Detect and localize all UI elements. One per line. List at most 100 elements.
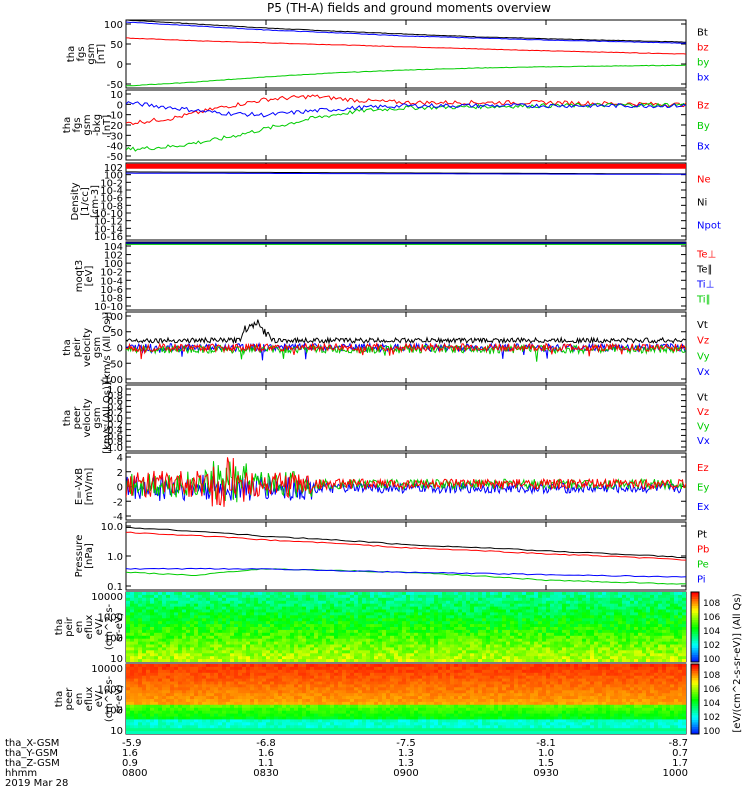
plot-title: P5 (TH-A) fields and ground moments over…: [267, 1, 551, 15]
heat-cell: [234, 659, 239, 662]
heat-cell: [306, 597, 311, 602]
heat-cell: [282, 725, 287, 729]
heat-cell: [126, 632, 131, 637]
heat-cell: [578, 597, 583, 602]
heat-cell: [230, 638, 235, 643]
heat-cell: [426, 656, 431, 660]
heat-cell: [374, 653, 379, 657]
heat-cell: [542, 606, 547, 611]
heat-cell: [174, 672, 179, 677]
heat-cell: [250, 659, 255, 662]
heat-cell: [358, 659, 363, 662]
heat-cell: [138, 647, 143, 651]
heat-cell: [302, 618, 307, 622]
heat-cell: [558, 647, 563, 651]
heat-cell: [438, 659, 443, 662]
heat-cell: [238, 719, 243, 723]
heat-cell: [182, 624, 187, 628]
heat-cell: [390, 594, 395, 599]
heat-cell: [678, 618, 683, 622]
heat-cell: [226, 600, 231, 605]
heat-cell: [666, 653, 671, 657]
heat-cell: [454, 609, 459, 613]
heat-cell: [398, 650, 403, 654]
heat-cell: [526, 638, 531, 643]
heat-cell: [674, 603, 679, 608]
heat-cell: [366, 615, 371, 619]
heat-cell: [294, 612, 299, 616]
heat-cell: [666, 641, 671, 646]
heat-cell: [306, 653, 311, 657]
heat-cell: [542, 621, 547, 625]
heat-cell: [130, 725, 135, 729]
heat-cell: [150, 725, 155, 729]
heat-cell: [322, 725, 327, 729]
heat-cell: [670, 629, 675, 634]
heat-cell: [634, 624, 639, 628]
heat-cell: [650, 606, 655, 611]
heat-cell: [234, 638, 239, 643]
heat-cell: [354, 650, 359, 654]
heat-cell: [334, 624, 339, 628]
heat-cell: [666, 603, 671, 608]
heat-cell: [258, 597, 263, 602]
heat-cell: [162, 681, 167, 685]
heat-cell: [642, 603, 647, 608]
heat-cell: [238, 618, 243, 622]
heat-cell: [386, 650, 391, 654]
heat-cell: [178, 606, 183, 611]
heat-cell: [518, 600, 523, 605]
heat-cell: [374, 618, 379, 622]
heat-cell: [130, 597, 135, 602]
heat-cell: [354, 659, 359, 662]
heat-cell: [146, 653, 151, 657]
heat-cell: [402, 644, 407, 648]
heat-cell: [530, 592, 535, 596]
heat-cell: [378, 592, 383, 596]
heat-cell: [266, 609, 271, 613]
heat-cell: [414, 624, 419, 628]
heat-cell: [150, 632, 155, 637]
heat-cell: [618, 600, 623, 605]
heat-cell: [630, 650, 635, 654]
heat-cell: [442, 603, 447, 608]
heat-cell: [534, 594, 539, 599]
ytick-label: 10-14: [94, 224, 123, 235]
legend-Ex: Ex: [697, 502, 709, 513]
heat-cell: [474, 615, 479, 619]
heat-cell: [370, 653, 375, 657]
heat-cell: [410, 653, 415, 657]
heat-cell: [346, 600, 351, 605]
heat-cell: [218, 656, 223, 660]
heat-cell: [546, 629, 551, 634]
heat-cell: [610, 612, 615, 616]
heat-cell: [554, 603, 559, 608]
heat-cell: [362, 618, 367, 622]
heat-cell: [290, 653, 295, 657]
heat-cell: [582, 653, 587, 657]
heat-cell: [142, 600, 147, 605]
heat-cell: [174, 664, 179, 668]
heat-cell: [238, 678, 243, 683]
heat-cell: [210, 666, 215, 671]
heat-cell: [126, 725, 131, 729]
heat-cell: [150, 624, 155, 628]
heat-cell: [250, 629, 255, 634]
heat-cell: [514, 638, 519, 643]
heat-cell: [266, 612, 271, 616]
heat-cell: [342, 632, 347, 637]
heat-cell: [298, 687, 303, 691]
heat-cell: [654, 612, 659, 616]
heat-cell: [130, 638, 135, 643]
heat-cell: [270, 678, 275, 683]
heat-cell: [670, 650, 675, 654]
heat-cell: [598, 612, 603, 616]
heat-cell: [198, 609, 203, 613]
heat-cell: [458, 632, 463, 637]
heat-cell: [426, 609, 431, 613]
ylabel-line: tha: [54, 619, 65, 635]
heat-cell: [294, 600, 299, 605]
heat-cell: [154, 597, 159, 602]
heat-cell: [374, 647, 379, 651]
heat-cell: [662, 615, 667, 619]
